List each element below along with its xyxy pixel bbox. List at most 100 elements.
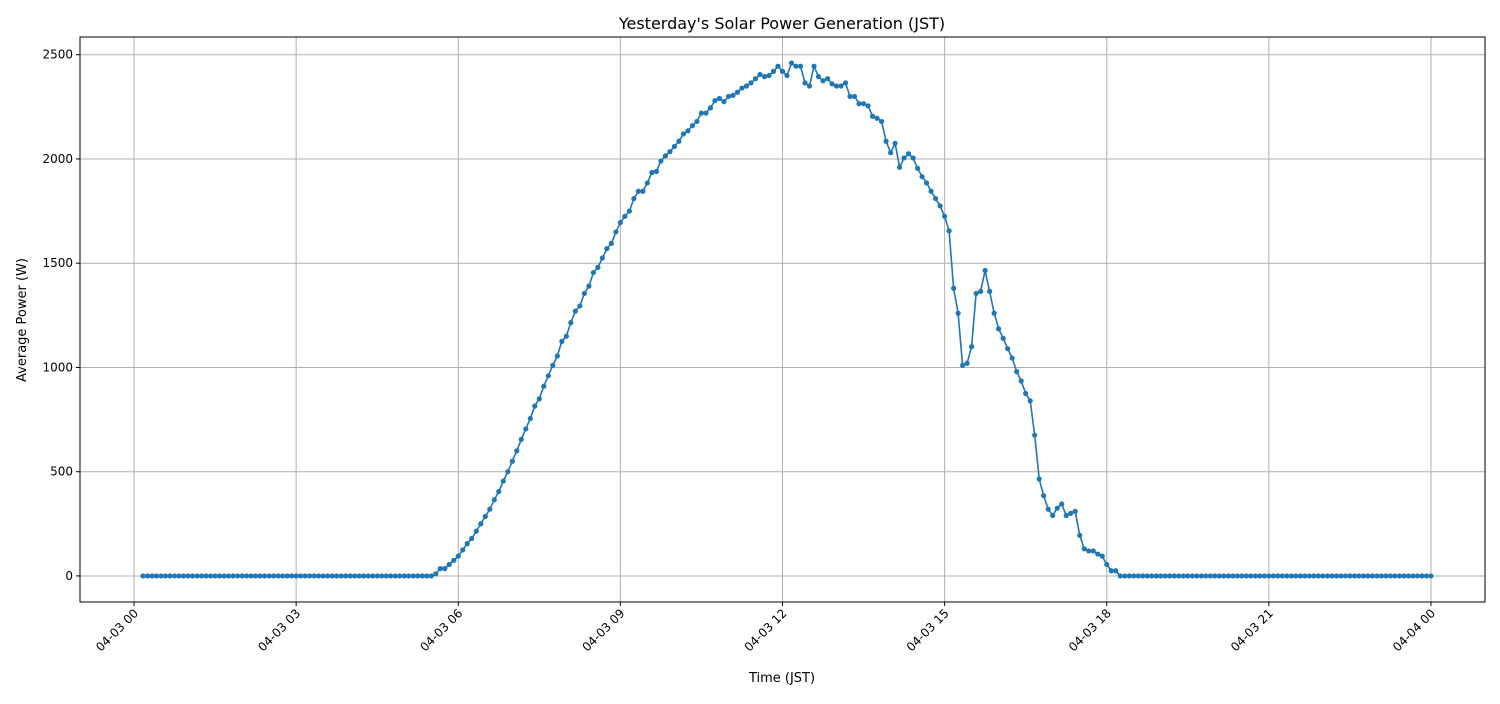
data-point [978,288,984,294]
data-point [820,78,826,84]
data-point [248,573,254,579]
data-point [1135,573,1141,579]
data-point [1230,573,1236,579]
data-point [401,573,407,579]
data-point [374,573,380,579]
data-point [149,573,155,579]
data-point [554,353,560,359]
data-point [842,80,849,86]
data-point [1036,476,1042,482]
data-point [703,110,709,116]
data-point [973,290,979,297]
data-point [743,83,750,89]
x-tick-label: 04-03 09 [579,606,627,654]
data-point [1054,505,1060,511]
data-point [307,573,313,579]
data-point [613,229,619,235]
data-point [239,573,245,579]
data-point [649,169,655,176]
data-point [1423,573,1430,579]
x-tick-label: 04-03 18 [1066,606,1114,654]
data-point [473,528,479,534]
data-point [352,573,358,579]
data-point [1302,573,1308,579]
data-point [1315,573,1321,579]
data-point [487,506,493,512]
data-point [550,362,556,368]
data-point [671,143,678,150]
data-point [1149,573,1155,579]
data-point [996,326,1002,332]
data-point [811,63,817,69]
data-point [1266,573,1272,579]
data-point [761,74,768,80]
data-point [194,573,200,579]
data-point [1414,573,1421,579]
data-point [1216,573,1222,579]
data-point [271,573,277,579]
data-point [1257,573,1263,579]
y-tick-label: 2500 [42,48,73,62]
data-point [1378,573,1385,579]
data-point [1032,432,1038,438]
data-point [712,97,718,104]
data-point [379,573,385,579]
data-point [1383,573,1389,579]
data-point [505,469,511,475]
data-point [905,151,912,157]
power-line [143,62,1431,577]
data-point [757,71,763,78]
power-series [140,60,1434,579]
data-point [140,573,146,579]
data-point [734,89,741,95]
data-point [266,573,272,579]
data-point [1387,573,1394,579]
data-point [446,561,452,568]
data-point [428,573,434,579]
data-point [910,155,916,161]
data-point [343,573,349,579]
data-point [212,573,218,579]
x-tick-label: 04-03 03 [255,606,303,654]
data-point [509,458,515,464]
x-tick-label: 04-03 06 [417,606,465,654]
data-point [171,573,178,579]
data-point [1131,573,1137,579]
data-point [1351,573,1358,579]
data-point [797,63,804,69]
data-point [937,203,943,209]
data-point [572,308,578,314]
data-point [928,188,934,194]
data-point [730,92,736,98]
data-point [1221,573,1227,579]
data-point [1144,573,1150,579]
data-point [599,255,605,261]
data-point [1005,346,1011,352]
data-point [1279,573,1285,579]
data-point [1077,532,1083,538]
data-point [1153,573,1159,579]
data-point [707,105,714,111]
data-point [1090,548,1096,554]
data-point [739,85,745,91]
data-point [847,93,853,100]
data-point [933,195,939,202]
data-point [914,165,921,171]
y-tick-label: 500 [50,465,73,479]
data-point [1207,573,1213,579]
data-point [1248,573,1254,579]
x-axis-ticks: 04-03 00 04-03 03 04-03 06 04-03 09 04-03 12… [93,602,1438,654]
data-point [388,573,394,579]
data-point [590,269,596,276]
data-point [685,128,691,134]
data-point [1167,573,1173,579]
data-point [869,113,876,119]
data-point [887,150,894,156]
data-point [392,573,398,579]
data-point [865,103,871,109]
data-point [856,101,862,107]
data-point [617,219,623,226]
data-point [721,99,727,105]
data-point [1140,573,1146,579]
